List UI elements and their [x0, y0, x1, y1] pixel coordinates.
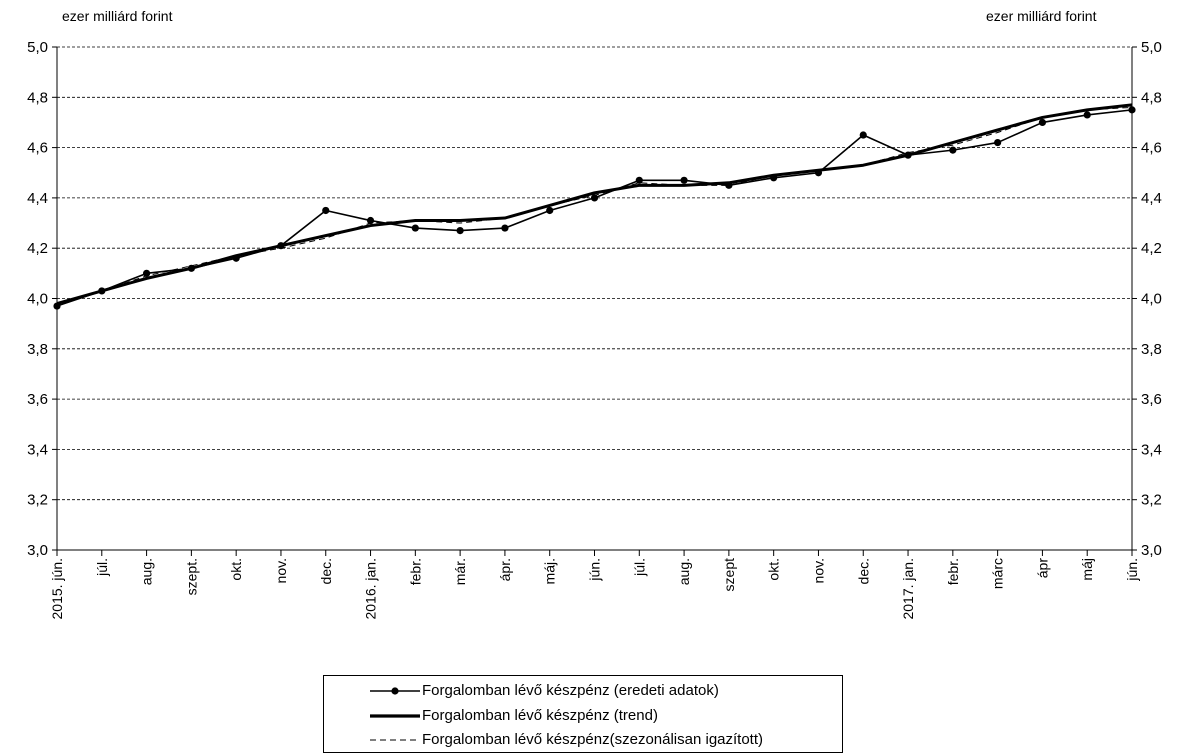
legend-item-original: Forgalomban lévő készpénz (eredeti adato…	[324, 679, 842, 703]
x-tick-label: 2016. jan.	[363, 558, 379, 620]
x-tick-label: aug.	[139, 558, 155, 585]
series-original-point	[501, 224, 509, 232]
plot-area: 3,0 3,0 3,2 3,2 3,4 3,4 3,6 3,6 3,8 3,8 4,0 4,0 4,2 4…	[27, 39, 1162, 620]
series-original-line	[56, 109, 1133, 307]
legend-label-trend: Forgalomban lévő készpénz (trend)	[422, 707, 658, 724]
legend-swatch-seasonal	[370, 739, 420, 741]
x-tick-label: febr.	[945, 558, 961, 585]
left-axis-unit-label: ezer milliárd forint	[62, 8, 173, 24]
right-tick-label: 5,0	[1141, 39, 1162, 56]
x-tick-label: szept.	[183, 558, 199, 595]
legend: Forgalomban lévő készpénz (eredeti adato…	[323, 675, 843, 753]
series-original-point	[411, 224, 419, 232]
left-tick-label: 3,6	[27, 391, 48, 408]
right-tick-label: 4,8	[1141, 89, 1162, 106]
series-original-point	[814, 169, 823, 177]
x-tick-label: ápr	[1034, 558, 1050, 579]
x-tick-label: 2015. jún.	[49, 558, 65, 620]
x-tick-label: 2017. jan.	[900, 558, 916, 620]
series-original-point	[187, 264, 195, 272]
left-tick-label: 3,8	[27, 341, 48, 358]
legend-item-seasonal: Forgalomban lévő készpénz(szezonálisan i…	[324, 728, 842, 752]
left-tick-label: 5,0	[27, 39, 48, 56]
left-tick-label: 3,4	[27, 441, 48, 458]
x-tick-label: nov.	[810, 558, 826, 583]
series-original-point	[546, 206, 554, 215]
x-tick-label: szept	[721, 558, 737, 592]
x-tick-label: aug.	[676, 558, 692, 585]
series-original-point	[53, 302, 61, 310]
series-original-point	[1128, 106, 1136, 114]
x-tick-label: júl.	[94, 558, 110, 577]
x-tick-label: jún.	[587, 558, 603, 582]
series-original-point	[142, 269, 151, 277]
series-original-point	[1083, 111, 1091, 119]
x-tick-label: jún.	[1124, 558, 1140, 582]
series-original-point	[1038, 118, 1047, 127]
series-trend-line	[56, 103, 1133, 305]
x-tick-label: okt.	[228, 558, 244, 581]
legend-label-seasonal: Forgalomban lévő készpénz(szezonálisan i…	[422, 731, 764, 748]
series-original-point	[635, 176, 643, 184]
legend-swatch-trend	[370, 714, 420, 718]
right-tick-label: 3,0	[1141, 542, 1162, 559]
x-tick-label: nov.	[273, 558, 289, 583]
series-original-point	[904, 151, 912, 159]
x-tick-label: ápr.	[497, 558, 513, 581]
left-tick-label: 4,4	[27, 190, 48, 207]
x-tick-label: febr.	[407, 558, 423, 585]
right-tick-label: 4,0	[1141, 291, 1162, 308]
series-original-point	[366, 216, 375, 225]
series-original-point	[322, 206, 330, 215]
right-tick-label: 3,8	[1141, 341, 1162, 358]
series-original-point	[98, 287, 106, 295]
series-original-point	[680, 176, 688, 184]
series-original-point	[770, 174, 778, 182]
series-original-point	[725, 181, 733, 189]
series-original-point	[994, 138, 1002, 147]
right-tick-label: 3,6	[1141, 391, 1162, 408]
right-axis-unit-label: ezer milliárd forint	[986, 8, 1097, 24]
legend-item-trend: Forgalomban lévő készpénz (trend)	[324, 704, 842, 728]
left-tick-label: 4,0	[27, 291, 48, 308]
legend-label-original: Forgalomban lévő készpénz (eredeti adato…	[422, 682, 719, 699]
series-original-point	[590, 194, 599, 202]
right-tick-label: 3,2	[1141, 492, 1162, 509]
left-tick-label: 3,0	[27, 542, 48, 559]
right-tick-label: 3,4	[1141, 441, 1162, 458]
left-tick-label: 3,2	[27, 492, 48, 509]
left-tick-label: 4,8	[27, 89, 48, 106]
series-original-point	[949, 146, 957, 154]
legend-swatch-original	[370, 687, 420, 695]
x-tick-label: máj	[1079, 558, 1095, 581]
x-tick-label: már.	[452, 558, 468, 585]
x-tick-label: júl.	[631, 558, 647, 577]
left-tick-label: 4,6	[27, 140, 48, 157]
right-tick-label: 4,4	[1141, 190, 1162, 207]
x-tick-label: máj.	[542, 558, 558, 584]
series-original-point	[232, 254, 240, 262]
x-tick-label: okt.	[766, 558, 782, 581]
left-tick-label: 4,2	[27, 240, 48, 257]
right-tick-label: 4,6	[1141, 140, 1162, 157]
x-tick-label: dec.	[855, 558, 871, 584]
x-tick-label: márc	[990, 558, 1006, 589]
series-original-point	[277, 242, 285, 250]
series-original-point	[859, 131, 867, 139]
x-tick-label: dec.	[318, 558, 334, 584]
right-tick-label: 4,2	[1141, 240, 1162, 257]
series-original-point	[456, 226, 464, 235]
